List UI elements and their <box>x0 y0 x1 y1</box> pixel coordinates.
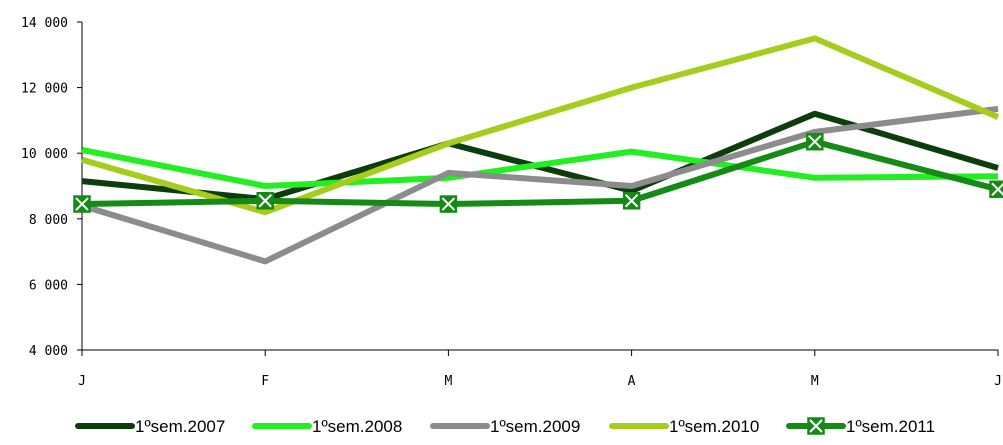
series-5-point <box>807 134 823 150</box>
series-5-point <box>624 193 640 209</box>
series-5-point <box>74 196 90 212</box>
series-5-point <box>257 193 273 209</box>
legend-label: 1ºsem.2009 <box>490 417 580 436</box>
series-lines <box>74 38 1003 261</box>
legend-marker <box>808 418 824 434</box>
y-tick-label: 14 000 <box>21 16 68 31</box>
series-5-point <box>990 181 1003 197</box>
legend: 1ºsem.2007 1ºsem.2008 1ºsem.2009 1ºsem.2010… <box>78 417 935 436</box>
legend-item: 1ºsem.2007 <box>78 417 225 436</box>
legend-item: 1ºsem.2008 <box>255 417 402 436</box>
legend-item: 1ºsem.2009 <box>433 417 580 436</box>
series-3-line <box>82 109 998 262</box>
series-5-point <box>440 196 456 212</box>
legend-item: 1ºsem.2010 <box>612 417 759 436</box>
legend-label: 1ºsem.2007 <box>135 417 225 436</box>
y-tick-label: 4 000 <box>29 344 68 359</box>
legend-label: 1ºsem.2008 <box>312 417 402 436</box>
legend-label: 1ºsem.2011 <box>846 417 935 436</box>
legend-item: 1ºsem.2011 <box>789 417 935 436</box>
x-tick-label: M <box>811 374 819 389</box>
legend-label: 1ºsem.2010 <box>669 417 759 436</box>
x-tick-label: F <box>261 374 269 389</box>
x-tick-label: J <box>78 374 86 389</box>
x-tick-label: M <box>444 374 452 389</box>
x-tick-label: J <box>994 374 1002 389</box>
y-tick-label: 8 000 <box>29 213 68 228</box>
x-tick-label: A <box>628 374 636 389</box>
y-tick-label: 12 000 <box>21 82 68 97</box>
y-tick-label: 10 000 <box>21 147 68 162</box>
y-tick-label: 6 000 <box>29 278 68 293</box>
